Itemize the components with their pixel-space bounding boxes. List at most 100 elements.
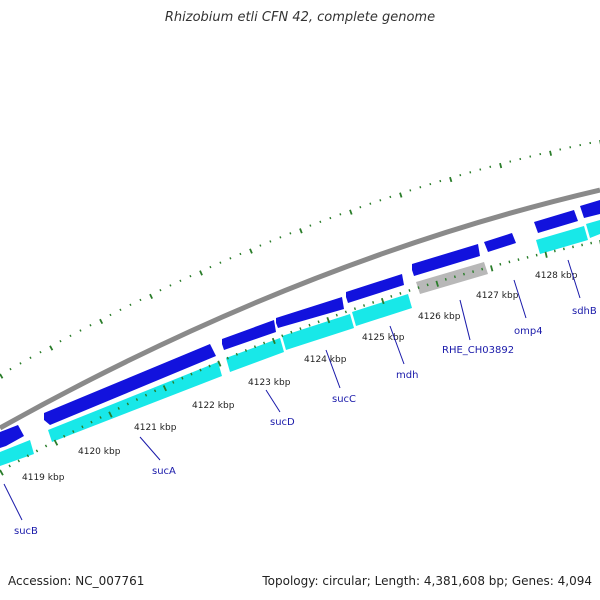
tick-mark [259,244,262,247]
tick-mark [481,267,484,271]
tick-mark [117,406,120,410]
cds-sucD[interactable] [226,338,284,372]
tick-mark [0,373,4,379]
gene-arrow-sucB-fwd[interactable] [0,425,24,448]
gene-label-omp4[interactable]: omp4 [514,326,543,337]
tick-mark [235,352,238,356]
gene-label-mdh[interactable]: mdh [396,370,418,381]
tick-mark [344,310,347,314]
tick-mark [281,334,284,338]
gene-arrow-sdhB-fwd[interactable] [534,210,578,233]
tick-mark [244,349,248,352]
tick-mark [429,182,432,186]
tick-mark [549,150,553,156]
kbp-label: 4119 kbp [22,473,65,483]
tick-mark [35,449,39,453]
tick-mark [581,243,584,247]
gene-label-sdhB[interactable]: sdhB [572,306,597,317]
kbp-label: 4125 kbp [362,333,405,343]
gene-label-sucC[interactable]: sucC [332,394,356,405]
tick-mark [319,220,322,223]
gene-label-sucD[interactable]: sucD [270,417,295,428]
gene-label-sucA[interactable]: sucA [152,466,176,477]
tick-mark [435,280,439,287]
kbp-label: 4124 kbp [304,355,347,365]
tick-mark [126,402,129,406]
tick-mark [72,430,75,433]
tick-mark [44,444,48,448]
tick-mark [526,255,529,259]
cds-mdh[interactable] [352,294,412,326]
tick-mark [290,330,293,334]
accession-text: Accession: NC_007761 [8,574,145,588]
cds-sucB[interactable] [0,440,34,466]
kbp-label: 4128 kbp [535,271,578,281]
tick-mark [409,189,412,192]
gene-arrow-mdh-fwd[interactable] [346,274,404,303]
tick-mark [29,356,32,359]
tick-mark [0,469,4,476]
tick-mark [249,248,253,254]
tick-mark [53,439,59,446]
tick-mark [226,356,229,360]
tick-mark [553,249,556,253]
tick-mark [362,304,366,307]
tick-mark [453,275,456,279]
gene-arrow-next-fwd[interactable] [580,200,600,218]
tick-mark [79,329,82,332]
tick-mark [444,278,447,281]
tick-mark [63,434,66,438]
tick-mark [59,340,62,343]
tick-mark [199,368,202,372]
tick-mark [490,265,494,272]
tick-mark [89,324,92,327]
tick-mark [590,241,593,245]
tick-mark [69,334,72,338]
tick-mark [359,206,362,209]
gene-arrow-RHE_CH03892-fwd[interactable] [412,244,480,276]
tick-mark [219,261,222,264]
tick-mark [299,327,302,331]
tick-mark [169,284,172,287]
cds-sucC[interactable] [282,314,354,350]
tick-mark [449,176,453,183]
tick-mark [162,385,167,392]
tick-mark [149,293,153,300]
tick-mark [439,179,442,183]
cds-sdhB[interactable] [536,226,588,254]
tick-mark [179,279,182,282]
tick-mark [279,236,282,239]
tick-mark [153,389,157,393]
tick-mark [208,364,211,368]
cds-next[interactable] [586,220,600,238]
tick-mark [489,165,492,168]
map-title: Rhizobium etli CFN 42, complete genome [164,10,436,25]
tick-mark [459,174,462,177]
tick-mark [499,162,503,169]
tick-mark [49,345,54,351]
tick-mark [190,372,193,376]
tick-mark [379,199,382,202]
tick-mark [399,292,402,295]
tick-mark [572,245,574,249]
tick-mark [99,318,104,325]
outer-tick-arc [0,140,600,379]
gene-arrow-sucC-fwd[interactable] [276,297,344,328]
gene-label-sucB[interactable]: sucB [14,526,38,537]
tick-mark [135,398,139,401]
cds-RHE_CH03892[interactable] [416,262,488,294]
tick-mark [544,251,548,258]
tick-mark [253,345,257,349]
gene-arrow-sucA-fwd[interactable] [44,344,216,425]
gene-callouts [3,259,581,521]
tick-mark [469,171,472,174]
gene-arrow-sucD-fwd[interactable] [222,320,276,350]
gene-label-RHE_CH03892[interactable]: RHE_CH03892 [442,345,514,356]
tick-mark [339,213,342,216]
tick-mark [217,360,222,367]
gene-arrow-omp4-fwd[interactable] [484,233,516,252]
tick-mark [172,380,175,384]
tick-mark [417,286,420,290]
forward-strand-genes [0,200,600,448]
